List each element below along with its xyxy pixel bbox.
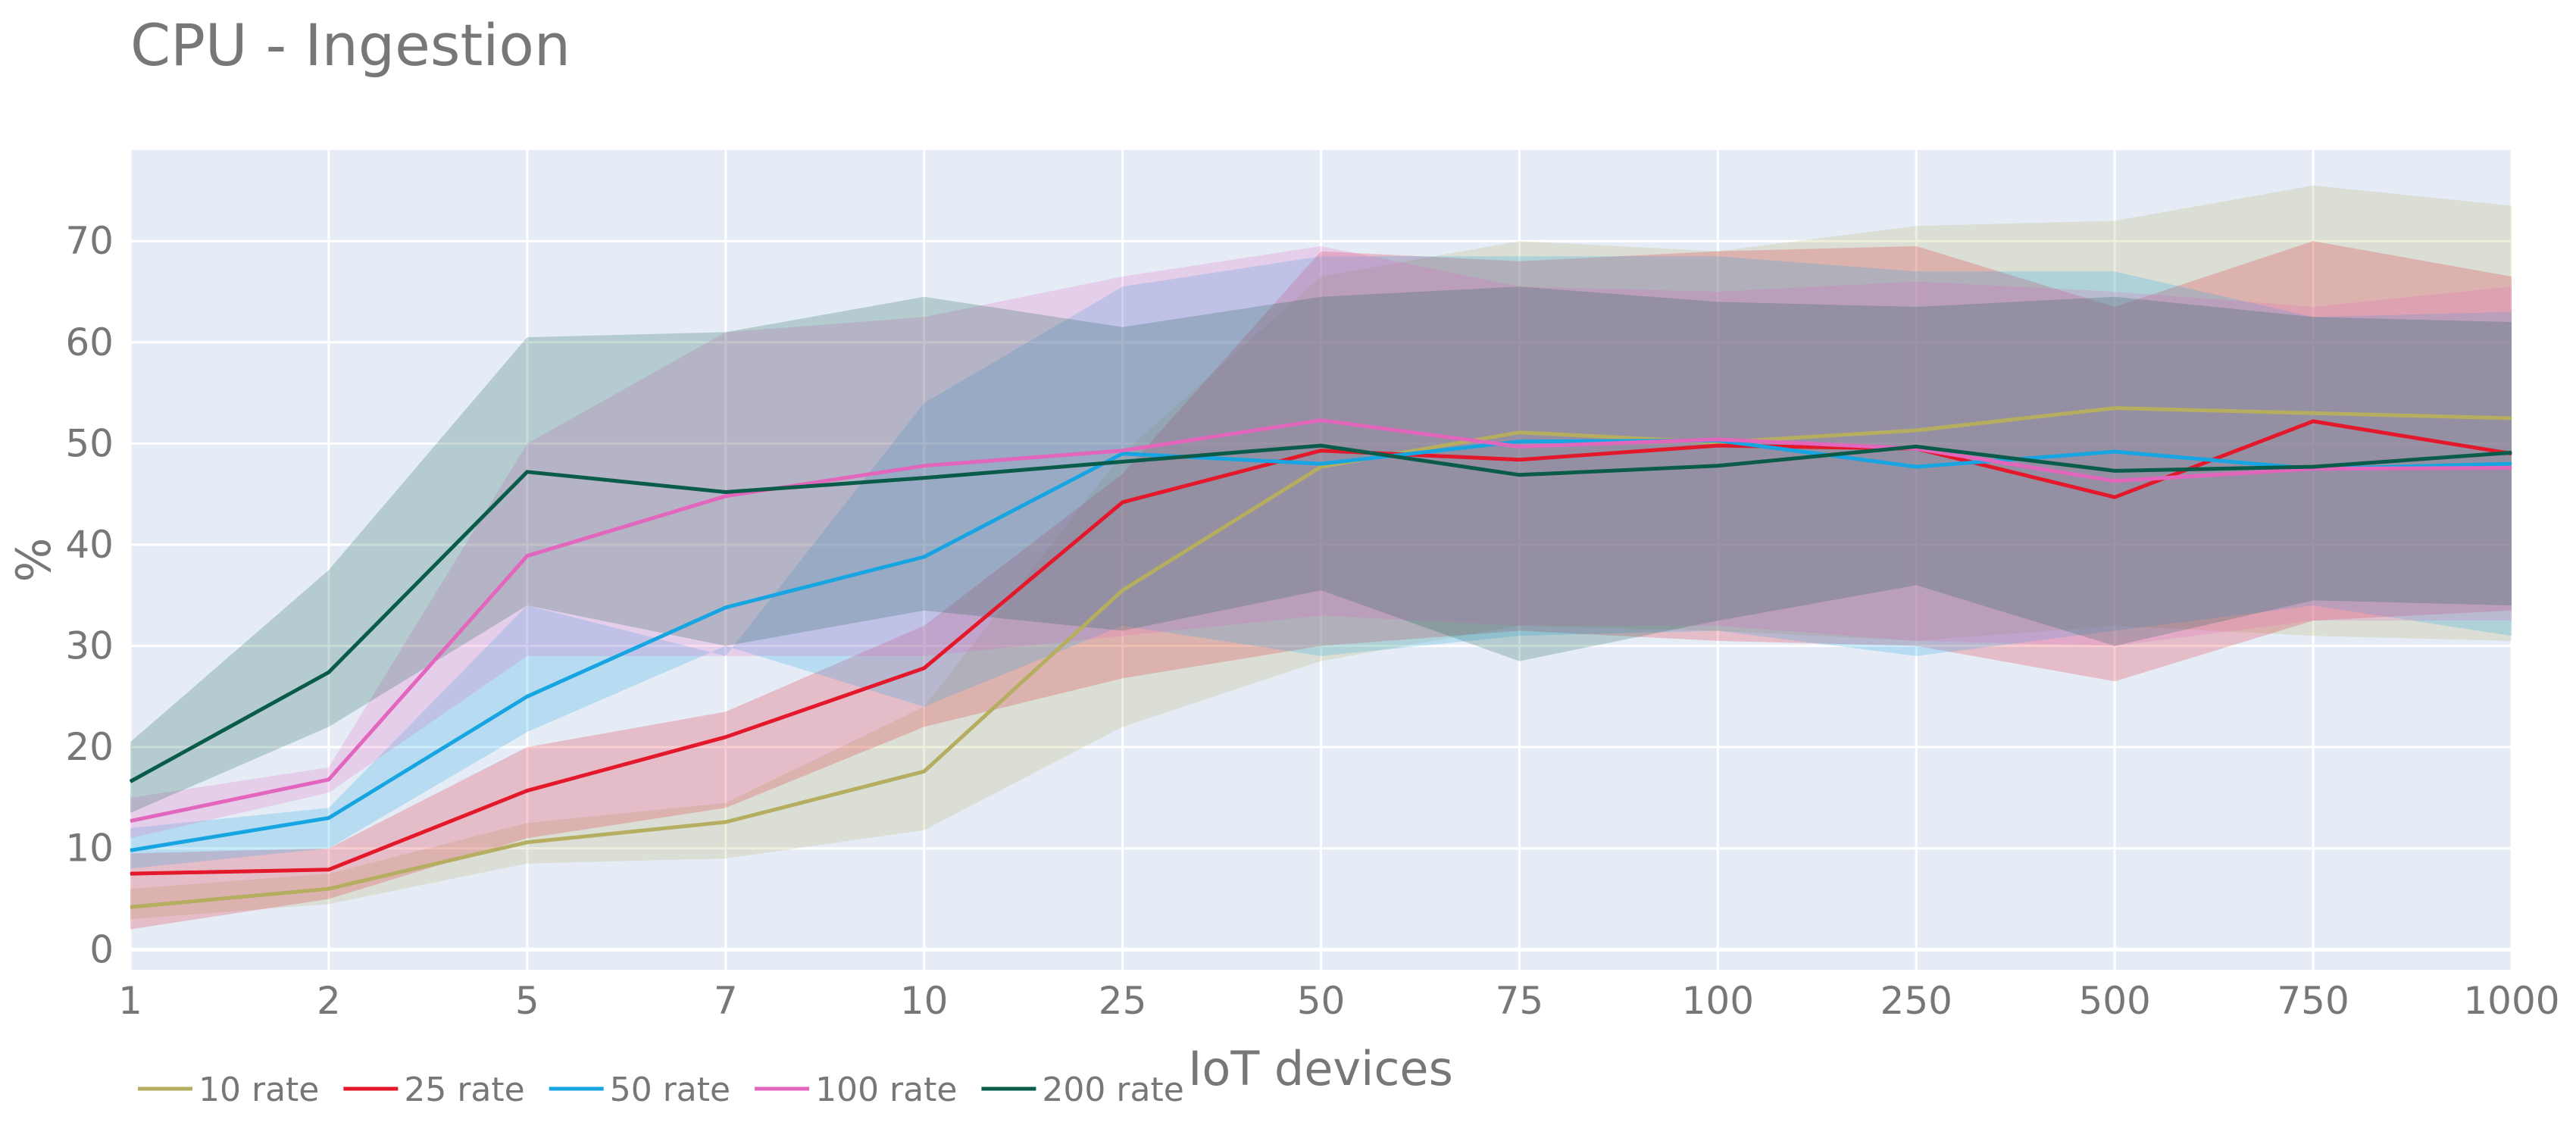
- band-100-rate: [130, 245, 2512, 839]
- point-10-rate: [725, 821, 727, 823]
- y-tick-label: 0: [89, 927, 114, 971]
- legend-item-25-rate: 25 rate: [343, 1071, 525, 1109]
- x-tick-label: 100: [1682, 979, 1754, 1023]
- y-tick-label: 60: [65, 320, 114, 364]
- band-25-rate: [130, 241, 2512, 930]
- legend-item-200-rate: 200 rate: [981, 1071, 1184, 1109]
- legend-label: 10 rate: [199, 1071, 319, 1109]
- y-tick-label: 20: [65, 725, 114, 769]
- x-tick-label: 1000: [2463, 979, 2559, 1023]
- y-tick-label: 40: [65, 523, 114, 567]
- point-50-rate: [1122, 453, 1124, 455]
- chart-title: CPU - Ingestion: [130, 11, 571, 79]
- point-200-rate: [1518, 474, 1520, 476]
- x-tick-label: 750: [2277, 979, 2349, 1023]
- point-50-rate: [725, 607, 727, 608]
- legend-label: 25 rate: [404, 1071, 524, 1109]
- point-10-rate: [1915, 430, 1917, 431]
- y-tick-label: 70: [65, 219, 114, 263]
- point-200-rate: [130, 781, 131, 783]
- point-25-rate: [725, 736, 727, 738]
- y-tick-label: 30: [65, 624, 114, 668]
- x-tick-label: 2: [317, 979, 341, 1023]
- x-axis-title: IoT devices: [1188, 1041, 1453, 1096]
- point-10-rate: [1518, 432, 1520, 433]
- point-25-rate: [2312, 420, 2314, 422]
- band-10-rate: [130, 185, 2512, 920]
- x-tick-label: 10: [900, 979, 949, 1023]
- x-tick-label: 7: [714, 979, 738, 1023]
- grid-lines: [129, 150, 2513, 970]
- band-200-rate: [130, 286, 2512, 813]
- legend-label: 50 rate: [610, 1071, 730, 1109]
- y-tick-label: 10: [65, 827, 114, 871]
- y-tick-label: 50: [65, 421, 114, 465]
- x-tick-label: 50: [1297, 979, 1346, 1023]
- point-100-rate: [328, 779, 330, 780]
- point-200-rate: [1915, 446, 1917, 447]
- legend-item-10-rate: 10 rate: [138, 1071, 319, 1109]
- point-100-rate: [1122, 450, 1124, 452]
- point-200-rate: [1122, 461, 1124, 462]
- confidence-bands: [130, 185, 2512, 930]
- legend-label: 100 rate: [815, 1071, 957, 1109]
- point-25-rate: [328, 869, 330, 871]
- band-50-rate: [130, 256, 2512, 869]
- legend-item-50-rate: 50 rate: [549, 1071, 730, 1109]
- point-100-rate: [1518, 446, 1520, 447]
- legend-label: 200 rate: [1042, 1071, 1183, 1109]
- x-tick-label: 1: [118, 979, 142, 1023]
- x-tick-label: 75: [1496, 979, 1544, 1023]
- point-10-rate: [130, 906, 131, 908]
- x-tick-label: 500: [2078, 979, 2150, 1023]
- x-tick-label: 250: [1880, 979, 1952, 1023]
- legend-item-100-rate: 100 rate: [755, 1071, 957, 1109]
- series-lines: [129, 406, 2512, 909]
- legend: 10 rate 25 rate 50 rate 100 rate 200 rate: [138, 1071, 1184, 1109]
- x-tick-label: 5: [515, 979, 539, 1023]
- y-axis-title: %: [6, 538, 61, 583]
- x-tick-label: 25: [1099, 979, 1147, 1023]
- axis-ticks: 1 2 5 7 10 25 50 75 100 250 500 750 1000010203040506…: [65, 219, 2559, 1023]
- point-10-rate: [2312, 412, 2314, 414]
- point-10-rate: [1122, 589, 1124, 591]
- point-25-rate: [1518, 459, 1520, 461]
- point-50-rate: [1518, 441, 1520, 442]
- point-200-rate: [328, 671, 330, 673]
- point-50-rate: [130, 849, 131, 851]
